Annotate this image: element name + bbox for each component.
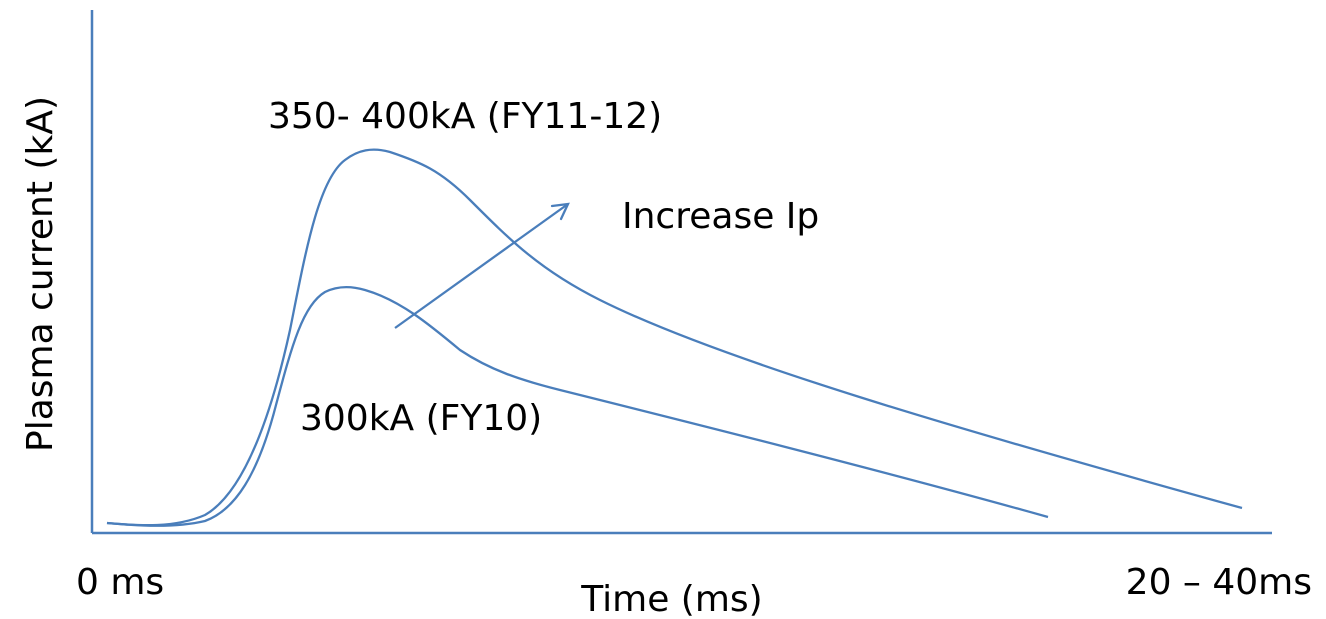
curve-upper-label: 350- 400kA (FY11-12) [268,96,662,137]
x-start-label: 0 ms [76,562,164,603]
increase-arrow-head [550,202,570,221]
increase-arrow-shaft [394,203,569,329]
x-axis-label: Time (ms) [580,579,762,619]
curve-lower [106,285,1049,527]
curve-upper [106,148,1243,527]
curve-lower-label: 300kA (FY10) [300,398,542,439]
arrow-label: Increase Ip [622,196,819,237]
x-end-label: 20 – 40ms [1126,562,1312,603]
y-axis-label: Plasma current (kA) [20,96,61,452]
